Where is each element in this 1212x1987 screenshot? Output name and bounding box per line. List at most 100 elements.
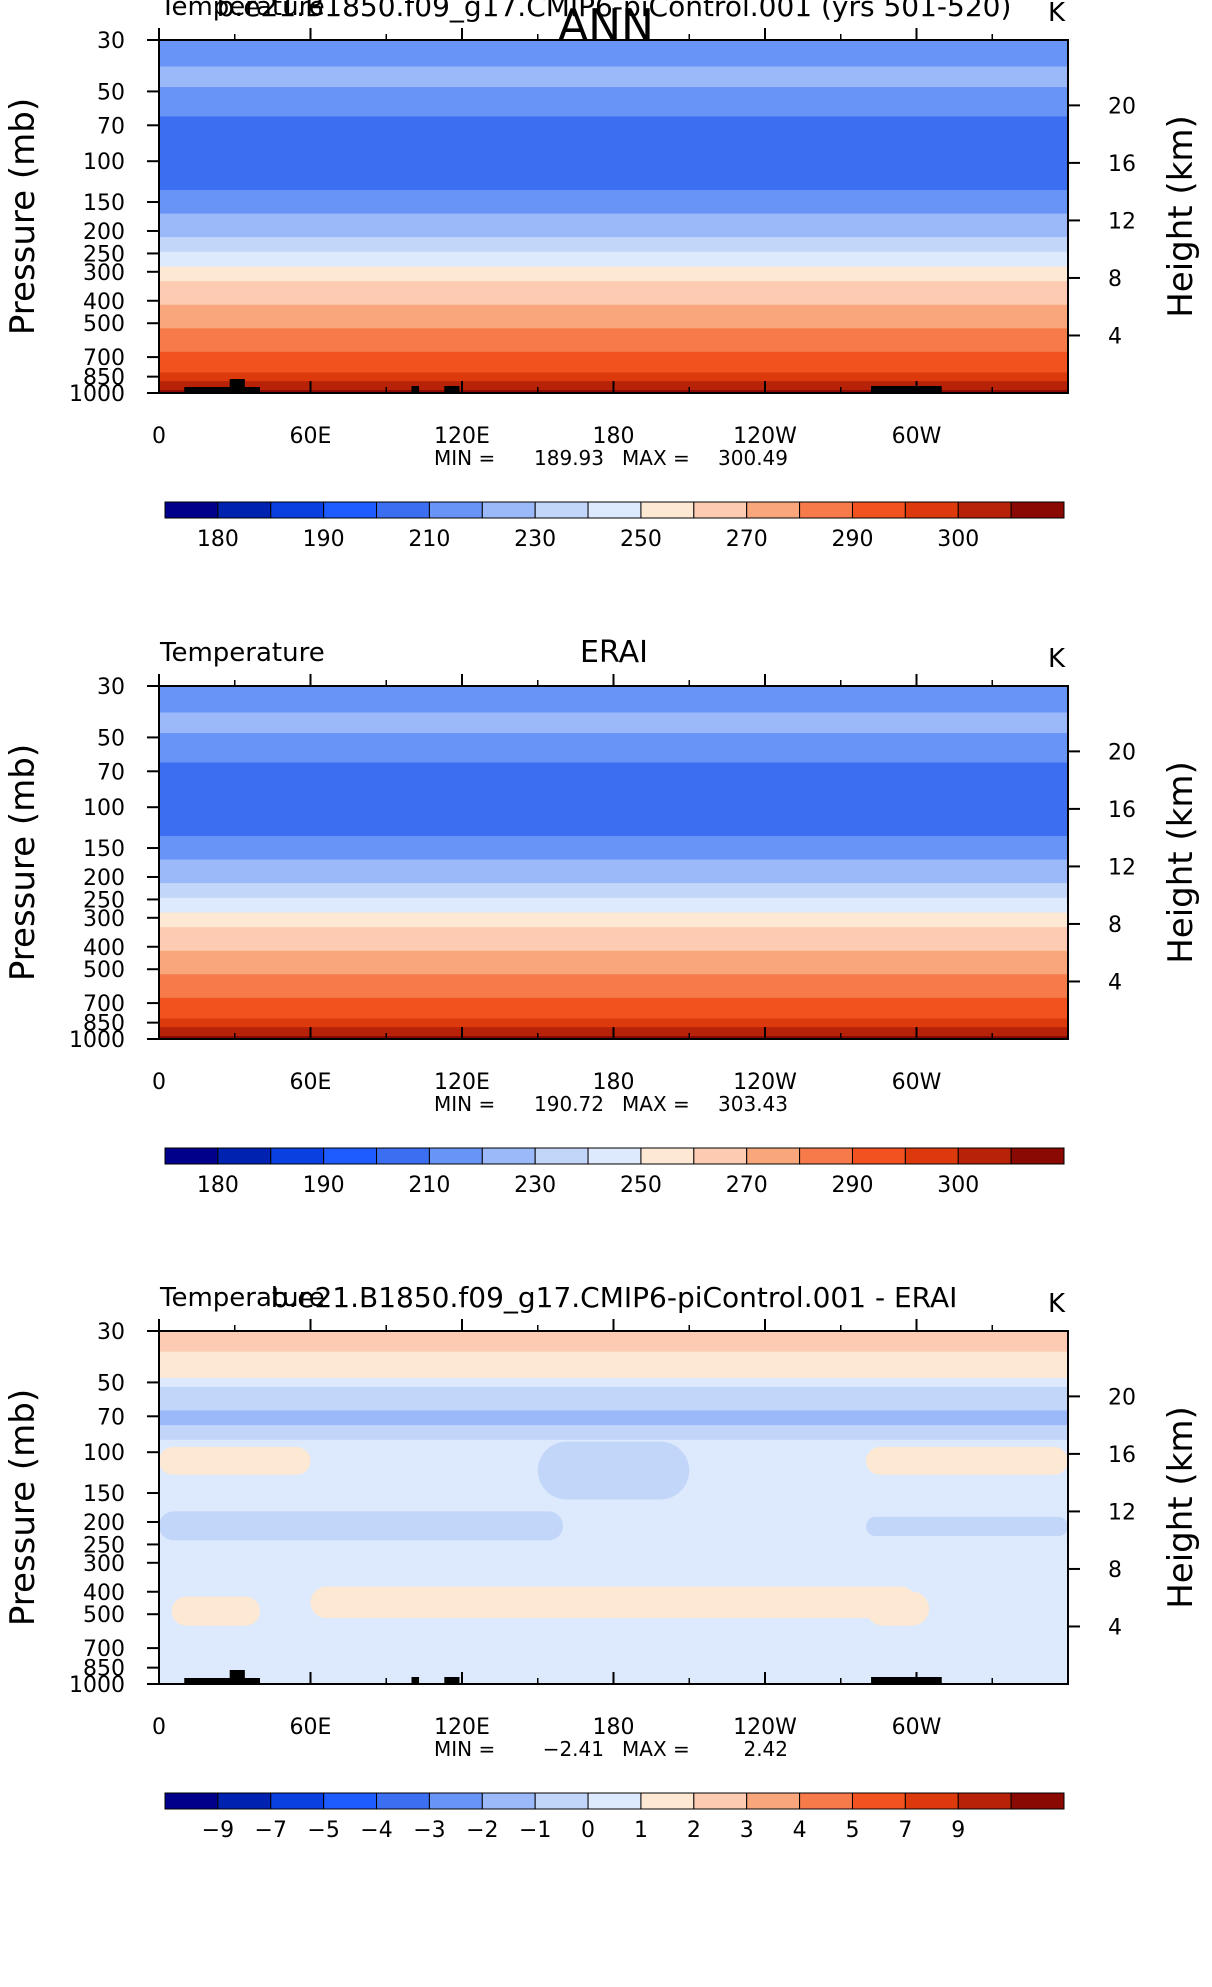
contour-band xyxy=(159,1642,1068,1647)
colorbar-swatch xyxy=(693,1147,748,1165)
pressure-tick-label: 250 xyxy=(83,1533,125,1558)
contour-band xyxy=(159,284,1068,288)
contour-band xyxy=(159,941,1068,946)
contour-band xyxy=(159,709,1068,714)
colorbar-label: 3 xyxy=(740,1818,754,1843)
colorbar-swatch xyxy=(640,501,695,519)
contour-band xyxy=(159,691,1068,696)
pressure-tick-label: 1000 xyxy=(69,382,125,407)
lon-tick-label: 180 xyxy=(593,1715,635,1740)
contour-band xyxy=(159,1410,1068,1414)
topography-mask xyxy=(444,386,460,393)
max-value: 300.49 xyxy=(718,446,788,470)
colorbar-label: −4 xyxy=(360,1818,392,1843)
contour-band xyxy=(159,207,1068,212)
contour-band xyxy=(159,983,1068,987)
contour-band xyxy=(159,231,1068,235)
contour-band xyxy=(159,263,1068,268)
height-axis-title: Height (km) xyxy=(1161,1406,1201,1609)
contour-band xyxy=(159,1378,1068,1382)
contour-band xyxy=(159,844,1068,849)
colorbar-swatch xyxy=(376,501,430,519)
contour-band xyxy=(159,786,1068,790)
contour-band xyxy=(159,1501,1068,1506)
contour-band xyxy=(159,369,1068,374)
contour-band xyxy=(159,800,1068,805)
pressure-tick-label: 100 xyxy=(83,150,125,175)
height-tick-label: 12 xyxy=(1108,855,1136,880)
contour-band xyxy=(159,753,1068,758)
contour-band xyxy=(159,721,1068,725)
colorbar-swatch xyxy=(746,1792,801,1810)
contour-band xyxy=(159,1422,1068,1426)
contour-band xyxy=(159,140,1068,144)
contour-band xyxy=(159,204,1068,209)
colorbar-swatch xyxy=(851,1792,906,1810)
contour-band xyxy=(159,1369,1068,1373)
colorbar-swatch xyxy=(323,1147,378,1165)
chart-panel: b.e21.B1850.f09_g17.CMIP6-piControl.001 … xyxy=(3,1281,1201,1843)
contour-band xyxy=(159,1648,1068,1653)
topography-mask xyxy=(229,379,245,393)
lon-tick-label: 120E xyxy=(434,424,490,449)
contour-band xyxy=(159,780,1068,784)
colorbar-swatch xyxy=(428,1792,483,1810)
contour-band xyxy=(159,1663,1068,1667)
contour-band xyxy=(159,145,1068,150)
contour-band xyxy=(159,1531,1068,1535)
colorbar-label: −5 xyxy=(307,1818,339,1843)
lon-tick-label: 60E xyxy=(290,424,332,449)
colorbar-label: 2 xyxy=(687,1818,701,1843)
pressure-tick-label: 200 xyxy=(83,866,125,891)
contour-band xyxy=(159,980,1068,984)
contour-band xyxy=(159,1416,1068,1420)
contour-band xyxy=(159,886,1068,890)
contour-band xyxy=(159,1572,1068,1576)
contour-band xyxy=(159,57,1068,62)
colorbar-swatch xyxy=(904,1792,959,1810)
contour-band xyxy=(159,110,1068,115)
contour-band xyxy=(159,1433,1068,1438)
colorbar-swatch xyxy=(587,501,642,519)
contour-band xyxy=(159,727,1068,731)
contour-band xyxy=(159,880,1068,884)
contour-band xyxy=(159,994,1068,999)
contour-band xyxy=(159,1539,1068,1544)
contour-band xyxy=(159,1542,1068,1547)
variable-label: Temperature xyxy=(159,0,325,22)
contour-band xyxy=(159,1622,1068,1626)
contour-band xyxy=(159,151,1068,156)
colorbar-swatch xyxy=(270,501,325,519)
contour-band xyxy=(159,304,1068,309)
contour-band xyxy=(159,991,1068,996)
contour-band xyxy=(159,87,1068,91)
contour-band xyxy=(159,759,1068,764)
colorbar-swatch xyxy=(217,1147,272,1165)
pressure-axis-title: Pressure (mb) xyxy=(3,744,43,981)
contour-band xyxy=(159,741,1068,746)
lon-tick-label: 60E xyxy=(290,1070,332,1095)
colorbar-swatch xyxy=(164,1792,219,1810)
variable-label: Temperature xyxy=(159,638,325,668)
contour-patch xyxy=(537,1441,690,1500)
contour-band xyxy=(159,316,1068,321)
contour-band xyxy=(159,375,1068,379)
contour-band xyxy=(159,1024,1068,1028)
lon-tick-label: 180 xyxy=(593,424,635,449)
contour-band xyxy=(159,1363,1068,1367)
contour-band xyxy=(159,313,1068,318)
contour-band xyxy=(159,278,1068,282)
contour-band xyxy=(159,337,1068,341)
contour-band xyxy=(159,883,1068,887)
contour-band xyxy=(159,1633,1068,1638)
contour-band xyxy=(159,1383,1068,1388)
contour-band xyxy=(159,997,1068,1002)
colorbar-swatch xyxy=(323,1792,378,1810)
colorbar-label: −3 xyxy=(413,1818,445,1843)
min-label: MIN = xyxy=(434,1737,495,1761)
colorbar-swatch xyxy=(904,501,959,519)
contour-band xyxy=(159,833,1068,837)
contour-band xyxy=(159,1666,1068,1670)
pressure-tick-label: 500 xyxy=(83,312,125,337)
